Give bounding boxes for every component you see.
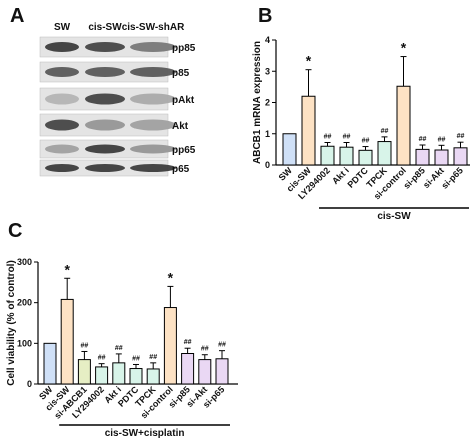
blot-band	[45, 42, 79, 52]
lane-label: cis-SW	[88, 22, 122, 33]
y-tick-label: 2	[265, 98, 270, 108]
blot-band	[130, 67, 176, 77]
y-tick-label: 0	[27, 379, 32, 389]
bar	[198, 359, 212, 385]
y-tick-label: 0	[265, 160, 270, 170]
bar	[60, 298, 74, 385]
bar	[415, 148, 430, 166]
blot-band	[45, 144, 79, 154]
blot-band	[130, 164, 176, 172]
significance-star: *	[168, 269, 174, 285]
group-label: cis-SW+cisplatin	[105, 428, 185, 439]
significance-hash: ##	[438, 136, 446, 143]
bar	[43, 342, 57, 385]
blot-band	[85, 164, 125, 172]
blot-band	[130, 93, 176, 105]
blot-band	[85, 93, 125, 105]
protein-label: Akt	[172, 121, 189, 132]
bar	[95, 366, 109, 385]
bar	[358, 149, 373, 166]
bar	[320, 145, 335, 166]
category-label: si-p65	[439, 165, 464, 190]
significance-hash: ##	[201, 346, 209, 353]
blot-band	[45, 119, 79, 131]
significance-hash: ##	[343, 134, 351, 141]
significance-hash: ##	[218, 342, 226, 349]
protein-label: pAkt	[172, 95, 195, 106]
significance-star: *	[401, 40, 407, 56]
significance-hash: ##	[419, 136, 427, 143]
blot-band	[130, 144, 176, 154]
blot-band	[85, 144, 125, 154]
bar	[396, 85, 411, 166]
y-tick-label: 3	[265, 66, 270, 76]
bar	[112, 362, 126, 385]
y-tick-label: 1	[265, 129, 270, 139]
significance-hash: ##	[115, 345, 123, 352]
y-axis-label: ABCB1 mRNA expression	[252, 41, 263, 164]
y-tick-label: 100	[17, 338, 32, 348]
bar	[146, 368, 160, 385]
blot-band	[85, 119, 125, 131]
significance-star: *	[64, 261, 70, 277]
significance-hash: ##	[457, 133, 465, 140]
panel-b-label: B	[258, 5, 272, 27]
blot-band	[85, 42, 125, 52]
bar	[77, 359, 91, 385]
bar	[181, 353, 195, 385]
blot-band	[130, 119, 176, 131]
western-blot: SW cis-SW cis-SW-shAR pp85 p85 pAkt Akt pp65 p65	[39, 22, 196, 177]
bar	[434, 149, 449, 166]
bar	[453, 147, 468, 166]
bar	[163, 307, 177, 385]
bar	[282, 133, 297, 166]
blot-band	[85, 67, 125, 77]
bar	[377, 141, 392, 166]
bar	[129, 368, 143, 385]
bar	[215, 358, 229, 385]
blot-band	[45, 164, 79, 172]
protein-label: p65	[172, 164, 190, 175]
blot-band	[45, 67, 79, 77]
significance-hash: ##	[98, 355, 106, 362]
lane-label: cis-SW-shAR	[122, 22, 185, 33]
y-tick-label: 200	[17, 298, 32, 308]
bar	[339, 146, 354, 166]
y-axis-label: Cell viability (% of control)	[6, 260, 17, 386]
lane-label: SW	[54, 22, 71, 33]
y-tick-label: 300	[17, 257, 32, 267]
significance-star: *	[306, 53, 312, 69]
blot-band	[45, 93, 79, 105]
significance-hash: ##	[81, 342, 89, 349]
blot-band	[130, 42, 176, 52]
panel-c-label: C	[8, 220, 22, 242]
y-tick-label: 4	[265, 35, 270, 45]
bar	[301, 95, 316, 166]
significance-hash: ##	[149, 354, 157, 361]
significance-hash: ##	[132, 355, 140, 362]
significance-hash: ##	[381, 128, 389, 135]
panel-a-label: A	[10, 5, 24, 27]
protein-label: p85	[172, 68, 190, 79]
significance-hash: ##	[184, 339, 192, 346]
protein-label: pp65	[172, 145, 196, 156]
significance-hash: ##	[324, 134, 332, 141]
group-label: cis-SW	[377, 211, 411, 222]
category-label: si-p85	[401, 165, 426, 190]
significance-hash: ##	[362, 138, 370, 145]
protein-label: pp85	[172, 43, 196, 54]
